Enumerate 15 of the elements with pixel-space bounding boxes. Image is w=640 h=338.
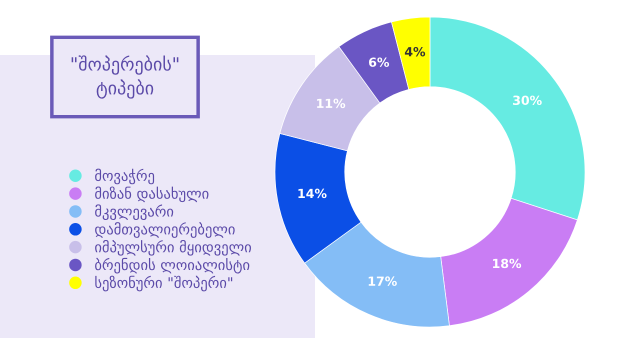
- text: "შოპერების" ტიპები: [72, 55, 178, 99]
- legend-label: დამთვალიერებელი: [95, 222, 235, 238]
- data-label: 6%: [369, 57, 390, 67]
- legend-label: იმპულსური მყიდველი: [95, 240, 252, 256]
- data-label: 17%: [368, 276, 397, 286]
- data-label: 30%: [513, 96, 542, 106]
- legend-label: მოვაჭრე: [95, 168, 154, 184]
- legend-label: მკვლევარი: [95, 204, 174, 220]
- data-label: 4%: [404, 46, 426, 56]
- data-label: 18%: [493, 258, 522, 268]
- legend-label: სეზონური "შოპერი": [95, 276, 232, 292]
- legend-label: მიზან დასახული: [95, 186, 208, 202]
- data-label: 14%: [298, 188, 327, 198]
- legend-label: ბრენდის ლოიალისტი: [95, 258, 250, 274]
- data-label: 11%: [317, 98, 346, 108]
